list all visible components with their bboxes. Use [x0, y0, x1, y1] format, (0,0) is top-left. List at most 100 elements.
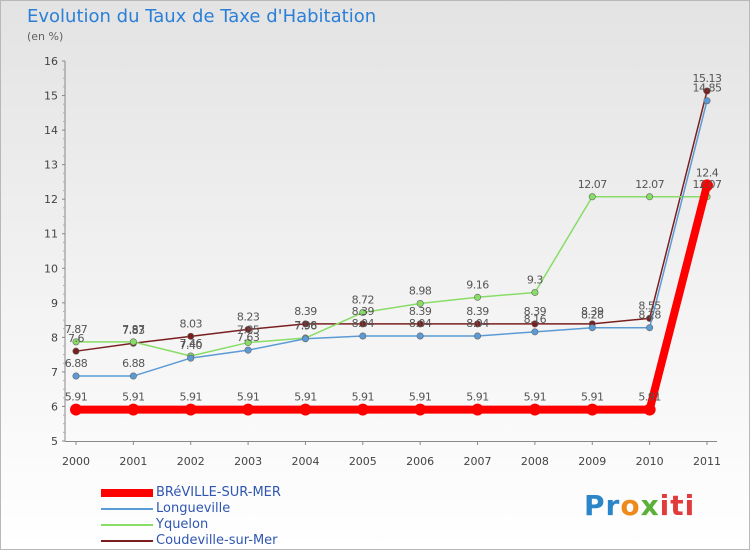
data-label: 7.96 [294, 320, 317, 333]
series-point [242, 403, 255, 416]
data-label: 7.6 [68, 332, 84, 345]
legend-label-yquelon: Yquelon [156, 517, 209, 532]
series-point [416, 300, 424, 308]
data-label: 8.03 [179, 317, 202, 330]
data-label: 8.39 [466, 305, 489, 318]
data-label: 12.07 [693, 178, 722, 191]
legend-swatch-longueville [101, 508, 153, 510]
data-label: 8.39 [581, 305, 604, 318]
series-line-2 [76, 196, 707, 357]
series-point [129, 372, 137, 380]
axes: 5 6 7 8 9 10 11 12 13 14 15 16 2000 2001 2002 2003 2004 2… [44, 55, 721, 468]
series-point [586, 403, 599, 416]
logo-part-1: Pr [584, 489, 621, 522]
data-label: 9.3 [527, 273, 543, 286]
data-label: 8.72 [352, 293, 375, 306]
data-label: 8.39 [409, 305, 432, 318]
series-point [646, 324, 654, 332]
x-tick-label: 2001 [119, 455, 147, 468]
series-point [244, 325, 252, 333]
series-lines [70, 87, 713, 416]
y-tick-label: 5 [51, 435, 58, 448]
series-point [588, 193, 596, 201]
series-point [703, 97, 711, 105]
data-label: 5.91 [122, 391, 145, 404]
data-label: 8.23 [237, 310, 260, 323]
series-line-1 [76, 100, 708, 377]
data-label: 8.04 [352, 317, 375, 330]
series-point [414, 403, 427, 416]
data-label: 8.16 [524, 313, 547, 326]
series-point [301, 320, 309, 328]
x-tick-label: 2006 [406, 455, 434, 468]
series-point [416, 332, 424, 340]
data-label: 8.04 [409, 317, 432, 330]
series-point [474, 332, 482, 340]
legend-label-coudeville: Coudeville-sur-Mer [156, 533, 278, 548]
x-tick-label: 2002 [177, 455, 205, 468]
x-tick-label: 2010 [636, 455, 664, 468]
data-label: 7.85 [237, 324, 260, 337]
y-tick-label: 7 [51, 366, 58, 379]
series-line-3 [75, 90, 708, 352]
x-tick-label: 2000 [62, 455, 90, 468]
series-point [301, 335, 309, 343]
chart-unit-label: (en %) [27, 30, 64, 43]
data-label: 14.85 [693, 82, 722, 95]
x-tick-label: 2007 [464, 455, 492, 468]
series-point [72, 372, 80, 380]
y-tick-label: 15 [44, 90, 58, 103]
series-point [127, 403, 140, 416]
data-label: 8.28 [638, 309, 661, 322]
data-label: 8.98 [409, 285, 432, 298]
series-point [187, 332, 195, 340]
data-label: 8.55 [638, 299, 661, 312]
data-label: 8.39 [352, 305, 375, 318]
data-label: 5.91 [65, 391, 88, 404]
x-tick-label: 2005 [349, 455, 377, 468]
series-point [359, 308, 367, 316]
series-point [244, 346, 252, 354]
x-tick-label: 2011 [693, 455, 721, 468]
series-point [643, 403, 656, 416]
data-label: 15.13 [693, 72, 722, 85]
data-label: 7.83 [122, 324, 145, 337]
legend-swatch-yquelon [101, 524, 153, 526]
data-label: 5.91 [179, 391, 202, 404]
series-point [471, 403, 484, 416]
series-point [184, 403, 197, 416]
series-point [703, 87, 711, 95]
data-label: 5.91 [638, 391, 661, 404]
x-tick-label: 2009 [578, 455, 606, 468]
data-label: 7.87 [65, 323, 88, 336]
series-point [531, 328, 539, 336]
y-tick-label: 6 [51, 400, 58, 413]
series-point [70, 403, 82, 416]
data-label: 5.91 [352, 391, 375, 404]
data-label: 7.63 [237, 331, 260, 344]
y-tick-label: 9 [51, 297, 58, 310]
series-point [531, 320, 539, 328]
data-label: 5.91 [294, 391, 317, 404]
series-point [474, 320, 482, 328]
data-label: 6.88 [122, 357, 145, 370]
y-tick-label: 11 [44, 228, 58, 241]
series-point [528, 403, 541, 416]
series-point [416, 320, 424, 328]
logo-part-2: o [620, 489, 641, 522]
data-label: 6.88 [65, 357, 88, 370]
series-point [72, 338, 80, 346]
series-point [72, 347, 80, 355]
series-point [359, 320, 367, 328]
y-tick-label: 8 [51, 331, 58, 344]
series-point [244, 339, 252, 347]
series-point [129, 338, 137, 346]
data-label: 8.39 [524, 305, 547, 318]
legend-label-breville: BRéVILLE-SUR-MER [156, 485, 281, 500]
chart-title: Evolution du Taux de Taxe d'Habitation [27, 6, 377, 27]
y-tick-label: 10 [44, 262, 58, 275]
data-label: 12.4 [696, 166, 719, 179]
series-point [646, 193, 654, 201]
